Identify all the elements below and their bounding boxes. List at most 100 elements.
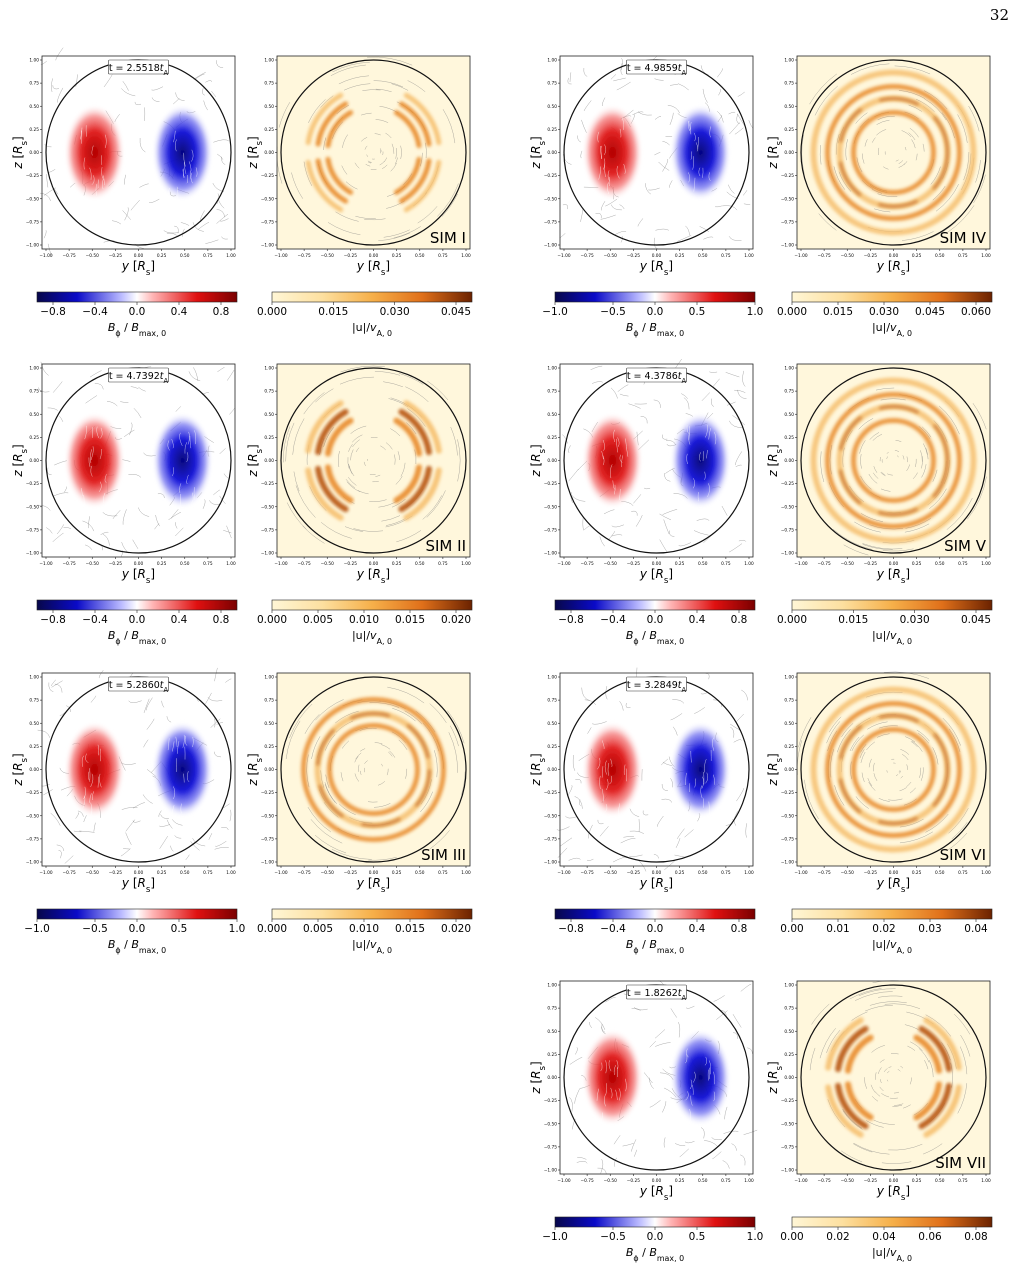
y-tick-label: −0.75 (26, 527, 39, 533)
velocity-panel: SIM II −1.00−1.00 −0.75 −0.75 −0.50 −0.50 −0.2… (246, 363, 471, 586)
y-tick-label: 0.00 (29, 767, 39, 773)
velocity-arc (403, 92, 442, 146)
streamline (625, 1078, 627, 1092)
streamline (289, 703, 313, 739)
streamline (884, 1003, 921, 1009)
streamline (123, 429, 135, 438)
colorbar-tick-label: 0.000 (257, 614, 287, 626)
x-tick-label: 1.00 (226, 253, 236, 259)
x-tick-label: −0.50 (604, 561, 617, 567)
colorbar-tick-label: 0.000 (257, 306, 287, 318)
velocity-arc (403, 400, 442, 454)
velocity-arc (835, 1025, 869, 1073)
velocity-colorbar-label: |u|/vA, 0 (352, 938, 392, 955)
streamline (37, 729, 51, 738)
streamline (390, 162, 397, 172)
streamline (915, 153, 918, 161)
streamline (681, 393, 688, 399)
streamline (374, 371, 400, 376)
colorbar-tick-label: 0.5 (689, 306, 706, 318)
streamline (886, 770, 888, 773)
streamline (442, 109, 456, 144)
streamline (362, 89, 381, 91)
streamline (391, 499, 406, 508)
x-tick-label: −0.50 (841, 1178, 854, 1184)
streamline (906, 464, 910, 472)
streamline (864, 1077, 867, 1089)
streamline (703, 236, 714, 240)
streamline (332, 121, 344, 139)
streamline (582, 518, 584, 531)
streamline (369, 499, 387, 502)
streamline (830, 749, 835, 778)
star-boundary-circle (280, 676, 467, 863)
velocity-ring (851, 727, 936, 812)
streamline (59, 415, 64, 422)
streamline (168, 511, 182, 521)
streamline (323, 802, 339, 818)
velocity-arc (398, 101, 432, 147)
sim-label: SIM VI (940, 846, 986, 864)
velocity-panel: SIM V −1.00−1.00 −0.75 −0.75 −0.50 −0.50 −0.25… (766, 363, 991, 586)
streamline (735, 464, 742, 467)
streamline (702, 167, 704, 178)
streamline (659, 513, 672, 521)
streamline (860, 475, 872, 490)
streamline (631, 1139, 637, 1152)
y-tick-label: −0.25 (544, 481, 557, 487)
velocity-arc (315, 158, 349, 204)
streamline (342, 134, 348, 148)
streamline (856, 157, 863, 173)
y-tick-label: 0.75 (264, 81, 274, 87)
x-tick-label: −0.50 (841, 561, 854, 567)
streamline (959, 1046, 968, 1075)
y-tick-label: 1.00 (547, 366, 557, 372)
streamline (192, 222, 204, 232)
bphi-colorbar: −1.0 −0.5 0.0 0.5 1.0 Bϕ / Bmax, 0 (542, 291, 763, 338)
streamline (420, 152, 423, 167)
time-box (626, 676, 687, 692)
colorbar-tick-label: 0.045 (441, 306, 471, 318)
x-tick-label: 1.00 (981, 561, 991, 567)
x-tick-label: 0.50 (415, 870, 425, 876)
y-tick-label: −0.75 (544, 527, 557, 533)
colorbar-tick-label: −0.4 (600, 923, 626, 935)
streamline (900, 1065, 904, 1069)
streamline (170, 845, 174, 852)
y-tick-label: 0.25 (264, 435, 274, 441)
streamline (88, 771, 91, 782)
streamline (592, 381, 603, 384)
sim-figure-6: t = 3.2849tA−1.00−1.00−0.75−0.75−0.50−0.… (529, 667, 993, 955)
x-tick-label: 1.00 (461, 253, 471, 259)
colorbar-tick-label: 0.0 (647, 1231, 664, 1243)
streamline (692, 1084, 694, 1095)
streamline (171, 467, 174, 477)
streamline (171, 439, 174, 449)
velocity-arc (398, 158, 432, 204)
x-tick-label: 0.25 (675, 1178, 685, 1184)
x-tick-label: −1.00 (794, 561, 807, 567)
streamline (608, 530, 616, 541)
streamline (678, 542, 692, 547)
streamline (52, 85, 60, 90)
streamline (214, 667, 218, 682)
x-tick-label: 0.25 (675, 561, 685, 567)
streamline (592, 721, 607, 725)
streamline (120, 848, 131, 857)
colorbar-tick-label: 0.015 (395, 923, 425, 935)
y-tick-label: 1.00 (29, 366, 39, 372)
streamline (210, 718, 221, 728)
streamline (899, 831, 934, 844)
streamline (715, 205, 722, 208)
y-tick-label: −1.00 (261, 551, 274, 557)
streamline (194, 430, 197, 445)
streamline (708, 428, 711, 440)
x-tick-label: 0.75 (203, 870, 213, 876)
velocity-ring (810, 377, 977, 544)
streamline (121, 806, 138, 810)
streamline (898, 90, 926, 99)
streamline (661, 798, 673, 803)
streamline (661, 783, 668, 791)
y-tick-label: −0.50 (781, 1121, 794, 1127)
streamline (829, 445, 833, 475)
